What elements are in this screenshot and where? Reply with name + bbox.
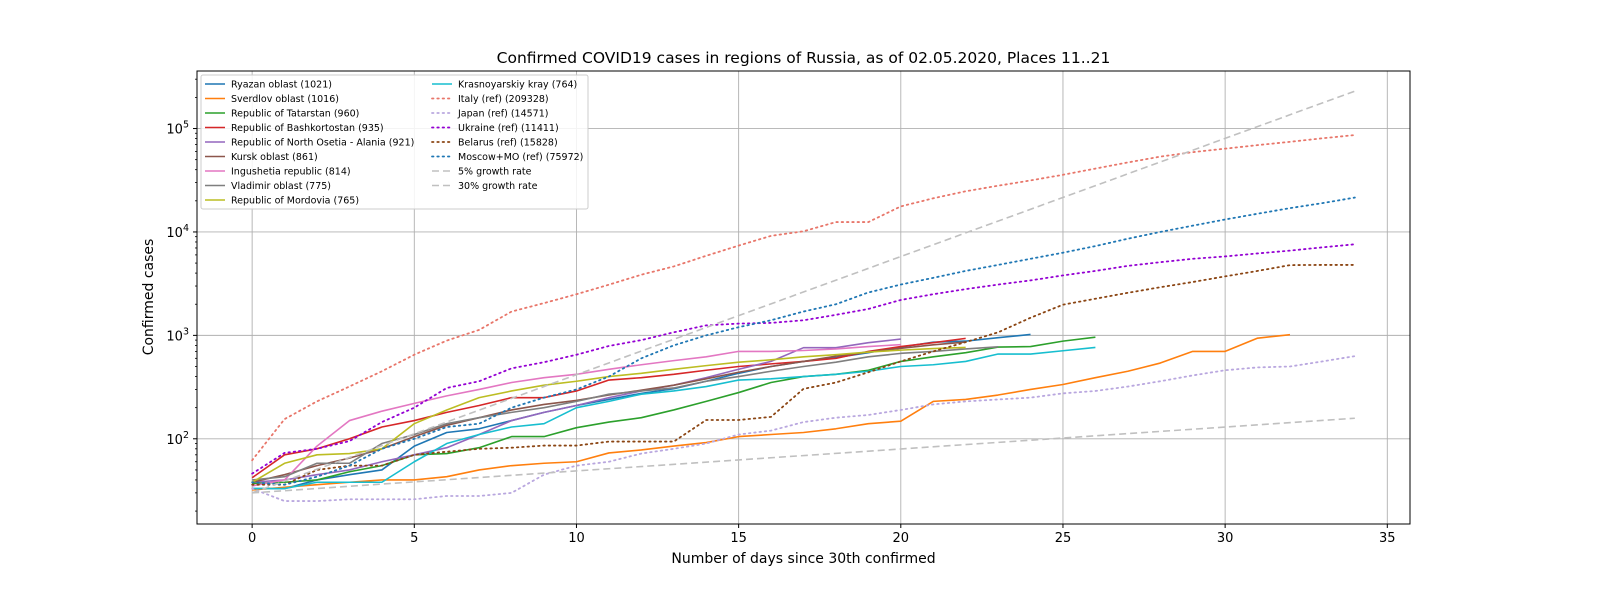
x-tick-label: 20 (893, 531, 910, 546)
plot-frame (196, 70, 1411, 525)
y-tick-exponent: 2 (183, 430, 189, 441)
series-line-17 (251, 90, 1356, 494)
series-line-3 (252, 336, 1096, 485)
x-tick-label: 5 (410, 531, 418, 546)
legend-label: Italy (ref) (209328) (458, 94, 549, 105)
legend-label: 5% growth rate (458, 167, 532, 178)
series-line-13 (251, 243, 1356, 475)
series-line-15 (251, 196, 1356, 486)
x-axis-title: Number of days since 30th confirmed (671, 551, 935, 567)
legend-label: Krasnoyarskiy kray (764) (458, 80, 577, 91)
series-line-4 (251, 337, 966, 479)
legend-label: Belarus (ref) (15828) (458, 138, 558, 149)
legend-label: Republic of Mordovia (765) (231, 196, 359, 207)
y-tick-label: 102 (166, 430, 189, 448)
y-tick-exponent: 5 (183, 120, 189, 131)
legend-label: Japan (ref) (14571) (457, 109, 548, 120)
y-tick-exponent: 3 (183, 326, 189, 337)
series-line-6 (251, 341, 966, 484)
legend-label: Ingushetia republic (814) (231, 167, 351, 178)
legend-label: Ukraine (ref) (11411) (458, 123, 559, 134)
legend-label: Moscow+MO (ref) (75972) (458, 152, 583, 163)
legend: Ryazan oblast (1021) Sverdlov oblast (101… (200, 74, 589, 210)
legend-label: 30% growth rate (458, 181, 538, 192)
y-tick-base: 10 (166, 226, 183, 241)
legend-label: Vladimir oblast (775) (231, 181, 331, 192)
series-line-5 (252, 338, 901, 484)
x-tick-label: 15 (730, 531, 747, 546)
y-tick-label: 104 (166, 223, 189, 241)
legend-box (200, 74, 589, 210)
y-tick-label: 103 (166, 326, 189, 344)
x-tick-label: 0 (248, 531, 256, 546)
y-tick-label: 105 (166, 120, 189, 138)
series-line-12 (251, 355, 1356, 502)
legend-label: Republic of Tatarstan (960) (231, 109, 359, 120)
legend-label: Sverdlov oblast (1016) (231, 94, 339, 105)
legend-label: Kursk oblast (861) (231, 152, 318, 163)
x-tick-label: 30 (1217, 531, 1234, 546)
series-line-2 (252, 333, 1291, 491)
x-tick-label: 25 (1055, 531, 1072, 546)
y-tick-base: 10 (166, 329, 183, 344)
y-axis-title: Confirmed cases (141, 239, 157, 356)
series-line-10 (252, 346, 1096, 490)
y-tick-base: 10 (166, 123, 183, 138)
chart-title: Confirmed COVID19 cases in regions of Ru… (497, 49, 1111, 67)
legend-label: Ryazan oblast (1021) (231, 80, 332, 91)
series-layer (251, 90, 1356, 502)
y-tick-base: 10 (166, 433, 183, 448)
legend-label: Republic of Bashkortostan (935) (231, 123, 384, 134)
x-tick-label: 10 (568, 531, 585, 546)
legend-label: Republic of North Osetia - Alania (921) (231, 138, 414, 149)
series-line-14 (251, 264, 1356, 486)
series-line-16 (252, 417, 1355, 494)
y-tick-exponent: 4 (183, 223, 189, 234)
x-ticks: 0 5 10 15 20 25 30 35 (248, 524, 1396, 546)
x-tick-label: 35 (1379, 531, 1396, 546)
